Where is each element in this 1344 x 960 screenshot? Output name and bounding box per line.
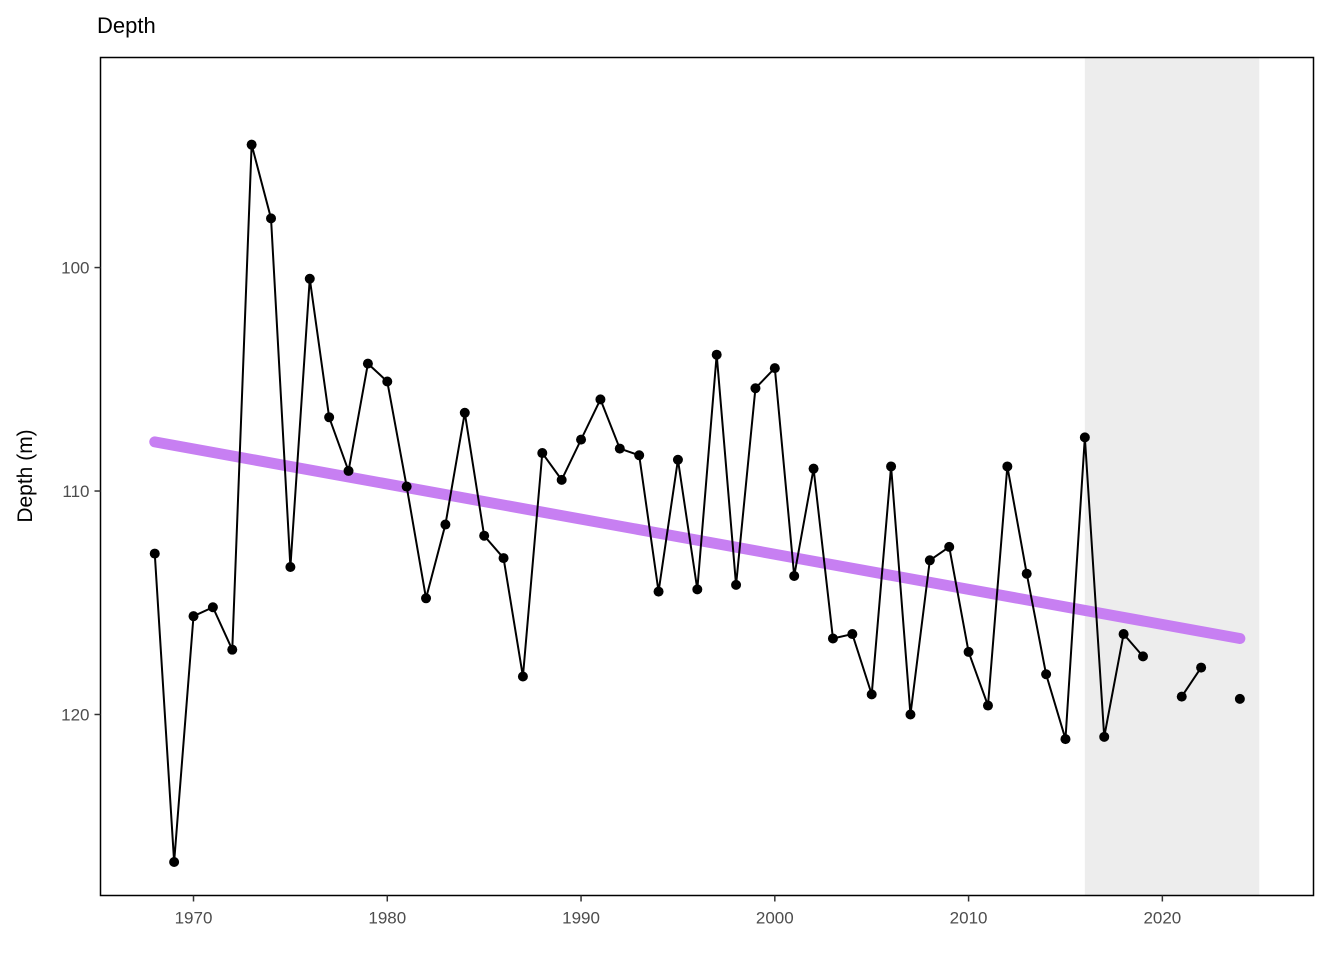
data-point — [924, 555, 935, 566]
data-point — [1041, 669, 1052, 680]
data-point — [827, 633, 838, 644]
plot-panel-border — [99, 56, 1315, 897]
data-point — [1118, 629, 1129, 640]
data-point — [537, 448, 548, 459]
data-point — [1234, 693, 1245, 704]
data-point — [459, 407, 470, 418]
y-axis-label: Depth (m) — [14, 429, 37, 522]
data-point — [266, 213, 277, 224]
data-point — [1079, 432, 1090, 443]
data-point — [479, 530, 490, 541]
data-point — [362, 358, 373, 369]
data-point — [1137, 651, 1148, 662]
data-point — [169, 856, 180, 867]
data-point — [692, 584, 703, 595]
data-point — [1002, 461, 1013, 472]
data-point — [711, 349, 722, 360]
data-point — [614, 443, 625, 454]
data-point — [556, 474, 567, 485]
data-point — [498, 553, 509, 564]
data-point — [634, 450, 645, 461]
data-point — [847, 629, 858, 640]
data-point — [731, 579, 742, 590]
data-point — [246, 139, 257, 150]
x-tick-label: 2000 — [756, 909, 794, 928]
y-tick-label: 110 — [62, 482, 89, 501]
data-point — [963, 646, 974, 657]
data-point — [227, 644, 238, 655]
data-point — [769, 363, 780, 374]
data-point — [1196, 662, 1207, 673]
data-point — [595, 394, 606, 405]
chart-title: Depth — [97, 13, 156, 38]
data-point — [1060, 734, 1071, 745]
x-tick-label: 1970 — [175, 909, 213, 928]
y-tick-label: 120 — [61, 705, 89, 724]
x-tick-label: 1990 — [562, 909, 600, 928]
data-point — [905, 709, 916, 720]
data-point — [982, 700, 993, 711]
series-line-segment — [1180, 667, 1202, 698]
data-point — [653, 586, 664, 597]
data-point — [886, 461, 897, 472]
data-point — [576, 434, 587, 445]
series-line-segment — [153, 143, 1144, 863]
data-point — [1021, 568, 1032, 579]
x-tick-label: 1980 — [368, 909, 406, 928]
y-axis: 100 110 120 — [61, 259, 101, 724]
x-tick-label: 2020 — [1143, 909, 1181, 928]
data-point — [149, 548, 160, 559]
y-tick-label: 100 — [61, 259, 89, 278]
data-point — [517, 671, 528, 682]
x-axis: 1970 1980 1990 2000 2010 2020 — [175, 895, 1181, 928]
data-point — [421, 593, 432, 604]
data-point — [1099, 731, 1110, 742]
trend-line — [149, 436, 1246, 645]
data-point — [324, 412, 335, 423]
data-point — [343, 465, 354, 476]
data-point — [440, 519, 451, 530]
data-point — [1176, 691, 1187, 702]
data-point — [808, 463, 819, 474]
data-point — [285, 562, 296, 573]
data-point — [304, 273, 315, 284]
data-point — [672, 454, 683, 465]
data-point — [750, 383, 761, 394]
data-point — [188, 611, 199, 622]
data-point — [789, 570, 800, 581]
data-point — [866, 689, 877, 700]
data-point — [401, 481, 412, 492]
data-point — [382, 376, 393, 387]
data-point — [207, 602, 218, 613]
x-tick-label: 2010 — [950, 909, 988, 928]
data-point — [944, 541, 955, 552]
highlight-band — [1084, 57, 1260, 896]
